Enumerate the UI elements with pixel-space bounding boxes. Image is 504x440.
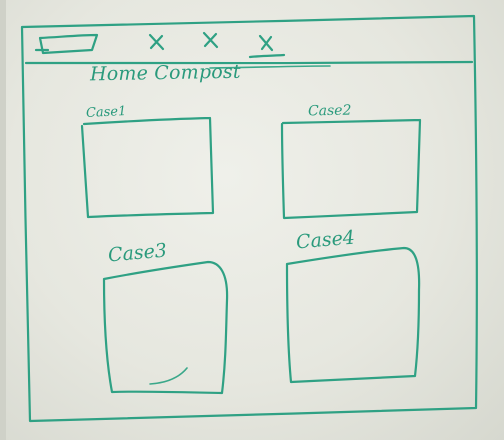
case-box-4 (285, 246, 421, 384)
nav-item-3-active[interactable] (248, 34, 286, 59)
page-title: Home Compost (89, 60, 241, 86)
close-icon (258, 34, 274, 52)
active-nav-underline (248, 53, 286, 59)
header-divider (24, 60, 474, 65)
case-label-3: Case3 (107, 239, 168, 267)
header-divider-extra (209, 65, 331, 69)
case-box-2 (280, 118, 422, 220)
close-icon (202, 31, 219, 49)
case-box-1 (80, 116, 215, 219)
case-box-3 (102, 260, 229, 395)
case-label-4: Case4 (295, 226, 356, 254)
case-label-2: Case2 (307, 102, 352, 120)
rectangle-placeholder-icon (34, 33, 99, 55)
whiteboard-edge (0, 0, 6, 440)
nav-item-2[interactable] (202, 31, 219, 49)
case-label-1: Case1 (85, 103, 127, 122)
close-icon (148, 33, 165, 51)
window-frame (20, 14, 478, 423)
nav-item-1[interactable] (148, 33, 165, 51)
